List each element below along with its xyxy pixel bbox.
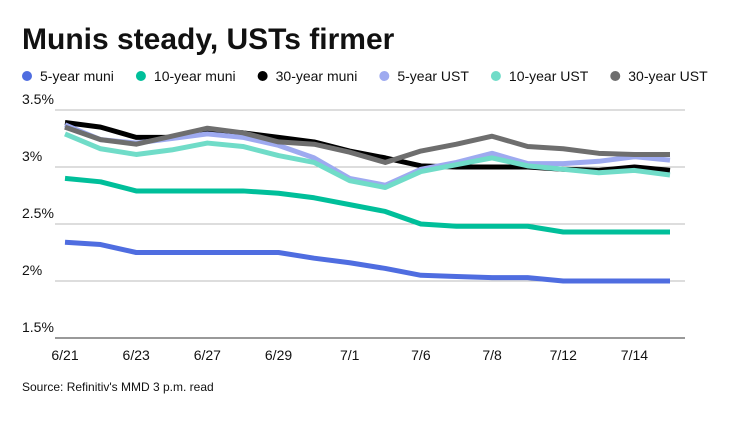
- source-note: Source: Refinitiv's MMD 3 p.m. read: [22, 380, 214, 394]
- legend-label: 5-year muni: [40, 68, 114, 84]
- x-tick-label: 6/23: [123, 347, 150, 363]
- x-tick-label: 7/12: [550, 347, 577, 363]
- y-tick-label: 2.5%: [22, 205, 54, 221]
- x-tick-label: 7/6: [411, 347, 431, 363]
- series-line: [64, 124, 670, 165]
- legend-label: 10-year UST: [509, 68, 589, 84]
- legend-label: 30-year muni: [276, 68, 358, 84]
- legend-label: 30-year UST: [628, 68, 708, 84]
- x-tick-label: 6/27: [194, 347, 221, 363]
- legend-marker: [257, 71, 268, 81]
- x-tick-label: 7/14: [621, 347, 648, 363]
- series-line: [64, 239, 670, 284]
- chart-title: Munis steady, USTs firmer: [22, 23, 395, 56]
- series-line: [64, 175, 670, 235]
- y-tick-label: 1.5%: [22, 319, 54, 335]
- legend-marker: [379, 71, 390, 81]
- legend-marker: [490, 71, 501, 81]
- legend-label: 10-year muni: [154, 68, 236, 84]
- legend-marker: [610, 71, 621, 81]
- x-tick-label: 6/29: [265, 347, 292, 363]
- series-line: [64, 131, 671, 191]
- x-tick-label: 7/8: [482, 347, 502, 363]
- y-tick-label: 2%: [22, 262, 42, 278]
- y-tick-label: 3.5%: [22, 91, 54, 107]
- legend-label: 5-year UST: [397, 68, 469, 84]
- legend-marker: [22, 71, 32, 81]
- x-tick-label: 6/21: [51, 347, 78, 363]
- x-tick-label: 7/1: [340, 347, 360, 363]
- legend-marker: [135, 71, 146, 81]
- y-tick-label: 3%: [22, 148, 42, 164]
